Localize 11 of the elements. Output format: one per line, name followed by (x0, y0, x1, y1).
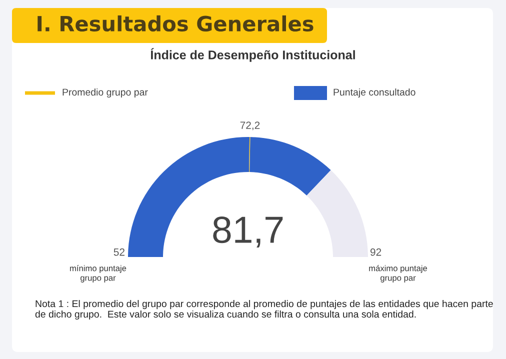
text: máximo puntaje grupo par (369, 265, 428, 282)
text: 52 (114, 248, 124, 256)
legend-label: Puntaje consultado (334, 88, 416, 98)
text: 72,2 (240, 122, 260, 130)
text: mínimo puntaje grupo par (70, 265, 126, 282)
chart-subtitle: Índice de Desempeño Institucional (150, 48, 355, 62)
legend-label: Promedio grupo par (62, 88, 148, 98)
text: Nota 1 : El promedio del grupo par corresponde al promedio de puntajes de las entidades que hacen parte de dicho grupo. Este valor solo se visualiza cuando se filtra o consulta una sola entidad. (35, 300, 493, 320)
text: 92 (370, 248, 382, 256)
chart-title: I. Resultados Generales (38, 15, 314, 32)
text: 81,7 (213, 216, 283, 248)
